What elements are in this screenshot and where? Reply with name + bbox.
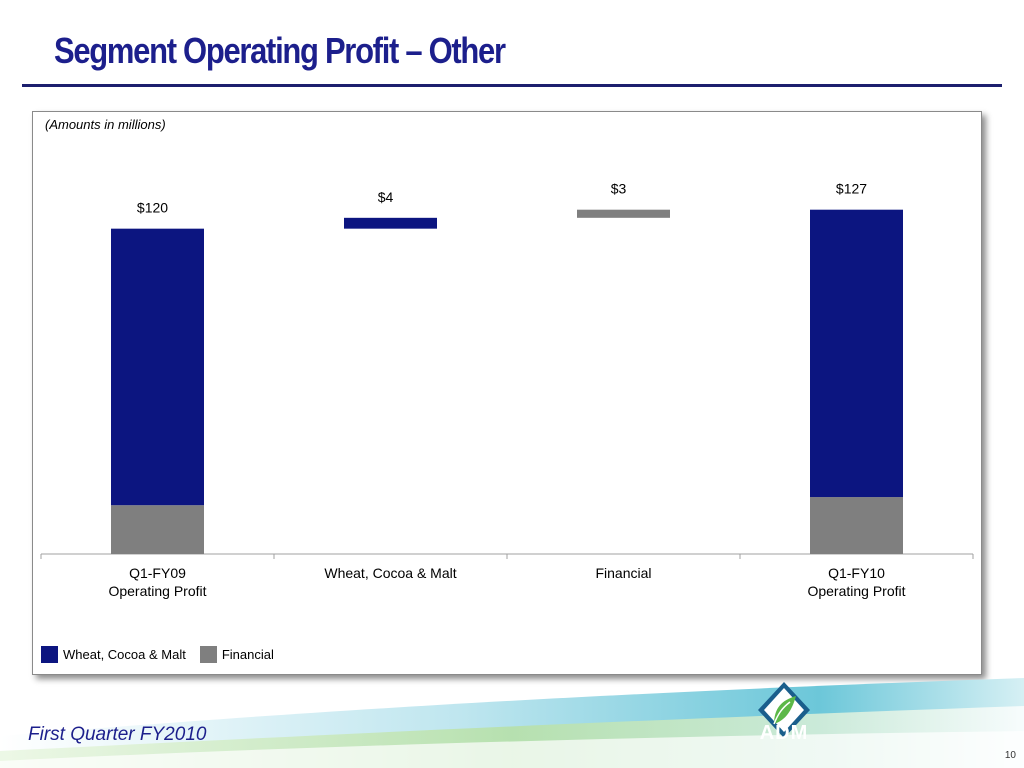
title-divider [22,84,1002,87]
slide-title: Segment Operating Profit – Other [54,30,506,71]
data-label-3: $3 [611,181,627,197]
legend-swatch-wheat [41,645,58,663]
adm-logo-text: ADM [759,722,809,744]
footer-text: First Quarter FY2010 [28,724,207,745]
bar-4-financial [810,497,903,554]
amounts-note: (Amounts in millions) [45,117,166,132]
bar-4-wheat-cocoa-malt [810,209,903,498]
category-label-4-line-1: Q1-FY10 [828,565,885,581]
legend-item-wheat: Wheat, Cocoa & Malt [41,645,186,663]
bar-3-financial [577,209,670,218]
legend-item-financial: Financial [199,645,274,663]
category-label-2: Wheat, Cocoa & Malt [324,565,456,581]
legend-label-wheat: Wheat, Cocoa & Malt [63,646,186,662]
bar-2-wheat-cocoa-malt [344,217,437,229]
data-label-1: $120 [137,200,168,216]
page-number: 10 [1004,750,1016,761]
legend-swatch-financial [199,645,217,663]
adm-leaf-icon [758,682,810,738]
data-label-4: $127 [836,181,867,197]
category-label-1-line-2: Operating Profit [108,583,206,599]
footer-wave-graphic [0,678,1024,768]
legend-label-financial: Financial [221,646,274,662]
chart-legend: Wheat, Cocoa & Malt Financial [41,645,288,663]
category-label-1-line-1: Q1-FY09 [129,565,186,581]
category-label-3: Financial [595,565,651,581]
bar-1-wheat-cocoa-malt [111,228,204,506]
category-label-4-line-2: Operating Profit [807,583,905,599]
data-label-2: $4 [378,189,394,205]
bar-1-financial [111,505,204,554]
